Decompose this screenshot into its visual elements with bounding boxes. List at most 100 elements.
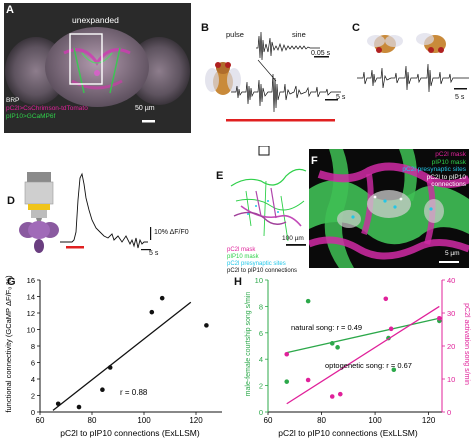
y-tick-label-right: 20 [447,342,455,351]
natural-song-data-point [284,379,290,384]
panel-label-c: C [352,22,360,34]
data-point [149,309,155,315]
panel-label-e: E [216,170,224,182]
panel-label-g: G [7,276,16,288]
panel-b-inset-scale: 0.05 s [311,50,331,57]
panel-label-f: F [311,155,318,167]
legend-connections: pC2l to pIP10 connections [426,173,466,189]
panel-e-legend: pC2l mask pIP10 mask pC2l presynaptic si… [227,247,297,275]
y-axis-label-left: male-female courtship song s/min [245,292,252,397]
optogenetic-song-fit-line [286,305,440,405]
panel-e-scale: 100 µm [282,235,304,242]
data-point [204,323,209,328]
legend-pc2l-chrimson: pC2l>CsChrimson-tdTomato [6,105,88,112]
sine-label: sine [292,30,306,39]
brain-icon [19,221,59,253]
brain-image [4,3,191,133]
fly-icon [416,33,446,53]
y-tick-label-right: 40 [447,276,455,285]
x-tick-label: 120 [189,416,203,425]
x-tick-label: 100 [368,416,382,425]
x-tick-label: 80 [88,416,97,425]
y-tick-label-left: 4 [259,355,263,364]
legend-brp: BRP [6,97,20,104]
legend-pip10-gcamp: pIP10>GCaMP6f [6,113,56,120]
y-tick-label: 8 [31,342,35,351]
data-point [55,401,61,407]
y-tick-label: 0 [31,408,35,417]
x-tick-label: 60 [36,416,45,425]
legend-pip10-mask: pIP10 mask [227,254,259,260]
natural-song-data-point [335,345,340,350]
natural-song-data-point [305,298,311,304]
x-tick-label: 80 [317,416,326,425]
legend-presynaptic-sites: pC2l presynaptic sites [227,261,286,267]
optogenetic-song-data-point [388,326,394,332]
panel-a-scale-label: 50 µm [135,105,155,112]
data-point [107,365,113,370]
legend-pc2l-mask: pC2l mask [227,247,256,253]
natural-song-label: natural song: r = 0.49 [291,323,362,332]
panel-label-a: A [6,4,14,16]
fit-line [52,301,192,411]
synapse-zoom-image [309,149,469,268]
legend-presynaptic-sites: pC2l presynaptic sites [402,166,466,173]
song-trace-c [357,33,469,93]
fly-icon [367,35,403,53]
y-tick-label-left: 10 [255,276,263,285]
panel-d-xscale: 5 s [149,250,159,257]
y-axis-label: functional connectivity (GCaMP ΔF/F₀ %) [4,275,13,413]
y-tick-label-right: 10 [447,375,455,384]
panel-f-legend: pC2l mask pIP10 mask pC2l presynaptic si… [398,151,466,189]
y-tick-label-left: 8 [259,302,263,311]
r-value-label: r = 0.88 [120,388,148,397]
y-tick-label: 4 [31,375,35,384]
x-tick-label: 120 [422,416,436,425]
optogenetic-song-data-point [305,377,311,383]
y-tick-label: 14 [27,293,35,302]
y-tick-label: 12 [27,309,35,318]
optogenetic-song-data-point [383,296,389,302]
x-axis-label: pC2l to pIP10 connections (ExLLSM) [60,428,200,438]
natural-song-data-point [391,367,397,373]
x-tick-label: 60 [264,416,273,425]
optogenetic-song-label: optogenetic song: r = 0.67 [325,361,412,370]
panel-label-d: D [7,195,15,207]
microscope-objective-icon [24,172,54,224]
panel-label-h: H [234,276,242,288]
y-tick-label: 10 [27,326,35,335]
y-tick-label-left: 0 [259,408,263,417]
calcium-trace [19,172,152,253]
natural-song-data-point [329,341,335,346]
y-axis-label-right: pC2l activation song s/min [463,303,470,385]
panel-c-scale: 5 s [455,94,465,101]
x-tick-label: 100 [137,416,151,425]
panel-a-title: unexpanded [72,15,119,25]
panel-a-legend: BRP pC2l>CsChrimson-tdTomato pIP10>GCaMP… [6,97,88,121]
legend-pc2l-mask: pC2l mask [435,151,466,158]
y-tick-label: 6 [31,359,35,368]
optogenetic-song-data-point [337,391,343,397]
y-tick-label: 2 [31,392,35,401]
pulse-label: pulse [226,30,244,39]
song-trace-b [205,31,341,122]
natural-song-fit-line [286,317,440,354]
panel-f-scale: 5 µm [445,250,460,257]
y-tick-label-right: 0 [447,408,451,417]
legend-pip10-mask: pIP10 mask [431,158,466,166]
x-axis-label: pC2l to pIP10 connections (ExLLSM) [278,428,418,438]
optogenetic-song-data-point [329,394,335,399]
legend-connections: pC2l to pIP10 connections [227,268,298,274]
y-tick-label-left: 6 [259,329,263,338]
y-tick-label-right: 30 [447,309,455,318]
optogenetic-song-data-point [437,315,442,321]
data-point [100,387,105,393]
neuron-mask-image [226,146,313,267]
data-point [76,404,82,410]
optogenetic-song-data-point [284,351,290,357]
data-point [159,295,165,301]
panel-d-yscale: 10% ΔF/F0 [154,229,189,236]
panel-label-b: B [201,22,209,34]
fly-icon [205,62,241,95]
